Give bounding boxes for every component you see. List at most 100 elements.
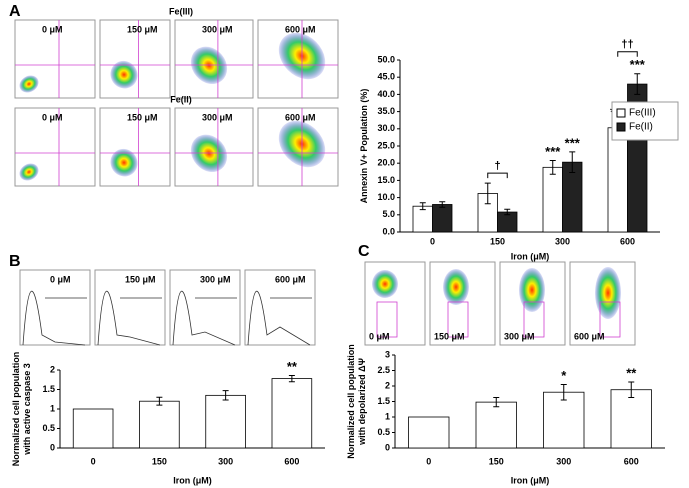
x-tick-label: 0 [91, 456, 96, 466]
density [19, 163, 39, 181]
error-bar [549, 159, 556, 175]
y-axis-label: Normalized cell populationwith active ca… [11, 352, 32, 467]
y-tick-label: 1 [385, 411, 390, 421]
y-tick-label: 5.0 [382, 209, 395, 219]
histogram [172, 290, 236, 346]
gate [599, 301, 621, 338]
y-tick-label: 45.0 [377, 72, 395, 82]
error-bar [156, 396, 163, 406]
significance-bracket [487, 172, 508, 179]
annotation: *** [565, 135, 581, 150]
y-axis-label-line: Normalized cell population [11, 352, 21, 467]
error-bar [222, 390, 229, 401]
bar [271, 378, 313, 449]
annotation: † [494, 160, 500, 172]
y-tick-label: 0 [50, 442, 55, 452]
bar [432, 204, 453, 233]
row-title: Fe(III) [169, 6, 193, 16]
density [19, 75, 39, 93]
error-bar [493, 396, 500, 408]
histogram [22, 290, 86, 346]
density [443, 269, 469, 305]
y-tick-label: 0.0 [382, 226, 395, 236]
plot-label: 300 μM [202, 112, 233, 122]
legend-swatch [616, 108, 626, 118]
y-tick-label: 40.0 [377, 89, 395, 99]
bar [72, 408, 114, 449]
x-tick-label: 300 [556, 456, 571, 466]
bar [542, 166, 563, 233]
x-tick-label: 0 [426, 456, 431, 466]
density [372, 270, 398, 298]
histogram [247, 290, 311, 346]
plot-label: 150 μM [127, 112, 158, 122]
y-tick-label: 10.0 [377, 192, 395, 202]
plot-label: 300 μM [504, 331, 535, 341]
y-axis-label-line: Normalized cell population [346, 344, 356, 459]
plot-label: 600 μM [285, 112, 316, 122]
annotation: * [561, 368, 567, 383]
plot-label: 600 μM [285, 24, 316, 34]
plot-frame [94, 269, 166, 346]
x-axis-label: Iron (μM) [511, 251, 550, 261]
density [595, 267, 621, 319]
y-tick-label: 30.0 [377, 123, 395, 133]
plot-frame [99, 107, 171, 187]
x-tick-label: 600 [284, 456, 299, 466]
plot-label: 150 μM [125, 274, 156, 284]
y-axis-label-line: with depolarized ΔΨ [357, 358, 367, 446]
y-tick-label: 20.0 [377, 158, 395, 168]
x-tick-label: 300 [218, 456, 233, 466]
y-tick-label: 1 [50, 403, 55, 413]
gate [447, 301, 469, 338]
error-bar [419, 202, 426, 211]
y-tick-label: 0.5 [377, 427, 390, 437]
density [519, 268, 545, 312]
plot-frame [99, 19, 171, 99]
error-bar [634, 73, 641, 95]
bar [607, 127, 628, 233]
error-bar [569, 151, 576, 173]
plot-label: 600 μM [574, 331, 605, 341]
plot-label: 150 μM [434, 331, 465, 341]
x-tick-label: 600 [620, 236, 635, 246]
error-bar [439, 201, 446, 208]
bar [475, 401, 517, 449]
plot-label: 300 μM [200, 274, 231, 284]
x-tick-label: 300 [555, 236, 570, 246]
x-axis-label: Iron (μM) [511, 475, 550, 485]
error-bar [484, 182, 491, 205]
bar [610, 389, 652, 449]
error-bar [628, 381, 635, 398]
bar [543, 391, 585, 449]
y-axis-label-line: with active caspase 3 [22, 363, 32, 456]
x-tick-label: 150 [152, 456, 167, 466]
legend-label: Fe(II) [629, 122, 653, 133]
legend-swatch [616, 122, 626, 132]
legend-label: Fe(III) [629, 108, 656, 119]
y-tick-label: 1.5 [42, 384, 55, 394]
error-bar [560, 383, 567, 401]
bar [205, 394, 246, 449]
y-tick-label: 3 [385, 349, 390, 359]
panel-label: C [358, 243, 370, 260]
plot-label: 0 μM [42, 24, 63, 34]
plot-frame [244, 269, 316, 346]
x-tick-label: 0 [430, 236, 435, 246]
y-tick-label: 25.0 [377, 140, 395, 150]
error-bar [504, 208, 511, 216]
y-tick-label: 15.0 [377, 175, 395, 185]
significance-bracket [617, 51, 638, 57]
x-tick-label: 150 [490, 236, 505, 246]
annotation: †† [621, 39, 633, 51]
panel-label: A [9, 3, 21, 20]
x-axis-label: Iron (μM) [173, 475, 212, 485]
annotation: ** [626, 365, 637, 380]
plot-label: 0 μM [42, 112, 63, 122]
y-tick-label: 2 [50, 364, 55, 374]
y-tick-label: 0.5 [42, 423, 55, 433]
plot-frame [169, 269, 241, 346]
plot-label: 300 μM [202, 24, 233, 34]
y-axis-label: Annexin V+ Population (%) [359, 89, 369, 204]
